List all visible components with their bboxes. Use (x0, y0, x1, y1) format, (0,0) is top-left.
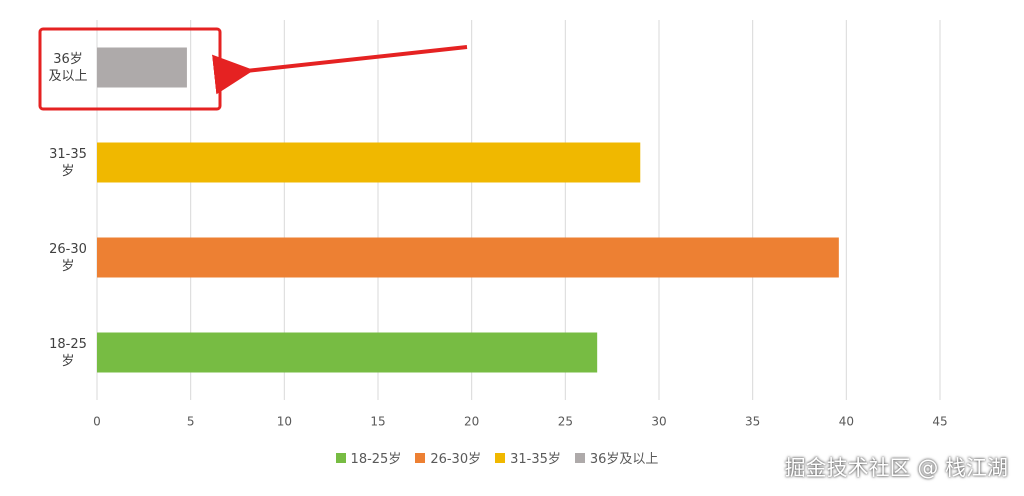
bar (97, 237, 839, 278)
bar (97, 47, 187, 88)
x-tick-label: 25 (558, 415, 573, 429)
bar (97, 142, 641, 183)
legend-item: 18-25岁 (335, 448, 402, 467)
x-tick-label: 20 (464, 415, 479, 429)
legend-item: 26-30岁 (415, 448, 481, 467)
x-tick-label: 35 (745, 415, 760, 429)
legend-swatch (495, 452, 506, 463)
x-tick-label: 45 (932, 415, 947, 429)
y-tick-label: 26-30岁 (49, 241, 87, 274)
arrow (212, 45, 468, 95)
legend-swatch (574, 452, 585, 463)
y-tick-label: 36岁及以上 (48, 51, 88, 84)
x-tick-label: 0 (93, 415, 101, 429)
legend-swatch (415, 452, 426, 463)
x-tick-label: 10 (277, 415, 292, 429)
x-tick-label: 15 (370, 415, 385, 429)
y-tick-label: 18-25岁 (49, 336, 87, 369)
x-tick-label: 40 (839, 415, 854, 429)
legend: 18-25岁 26-30岁 31-35岁 36岁及以上 (0, 448, 994, 467)
y-tick-label: 31-35岁 (49, 146, 87, 179)
legend-label: 31-35岁 (510, 452, 561, 467)
legend-swatch (335, 452, 346, 463)
x-tick-label: 30 (651, 415, 666, 429)
legend-label: 36岁及以上 (589, 452, 659, 467)
legend-item: 36岁及以上 (574, 448, 659, 467)
x-tick-label: 5 (187, 415, 195, 429)
bar (97, 332, 598, 373)
legend-label: 26-30岁 (430, 452, 482, 467)
legend-item: 31-35岁 (495, 448, 561, 467)
watermark: 掘金技术社区 @ 栈江湖 (784, 456, 1008, 480)
legend-label: 18-25岁 (350, 452, 402, 467)
